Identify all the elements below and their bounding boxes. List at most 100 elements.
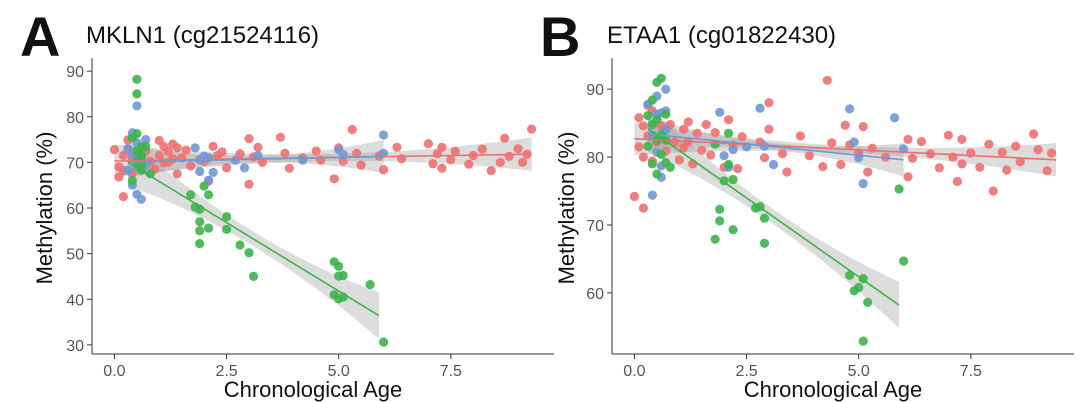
data-point	[136, 150, 146, 161]
data-point	[715, 216, 725, 226]
data-point	[665, 162, 675, 172]
data-point	[204, 190, 214, 200]
y-axis-title: Methylation (%)	[32, 132, 57, 285]
trend-line	[647, 133, 904, 161]
y-tick-label: 70	[586, 218, 604, 235]
data-point	[759, 238, 770, 248]
data-point	[186, 190, 196, 200]
data-point	[464, 159, 474, 169]
data-point	[836, 159, 846, 170]
data-point	[235, 149, 245, 159]
data-point	[513, 144, 523, 154]
data-point	[257, 157, 267, 167]
y-tick-label: 80	[586, 150, 604, 167]
data-point	[145, 169, 155, 179]
data-point	[656, 149, 666, 159]
data-point	[719, 151, 729, 161]
data-point	[858, 121, 868, 132]
data-point	[755, 103, 765, 113]
data-point	[379, 130, 389, 140]
data-point	[284, 163, 294, 173]
data-point	[446, 155, 456, 165]
data-point	[899, 256, 909, 266]
data-point	[634, 113, 644, 123]
data-point	[1033, 145, 1043, 155]
data-point	[1047, 148, 1057, 158]
data-point	[957, 159, 967, 169]
y-tick-label: 60	[586, 286, 604, 303]
trend-line	[127, 161, 380, 317]
data-point	[737, 132, 747, 142]
x-axis-title: Chronological Age	[744, 377, 923, 402]
data-point	[759, 213, 770, 223]
data-point	[338, 156, 348, 166]
data-point	[172, 169, 182, 179]
data-point	[652, 115, 662, 125]
data-point	[715, 107, 725, 117]
data-point	[244, 248, 254, 258]
data-point	[352, 148, 362, 158]
data-point	[504, 151, 514, 161]
data-point	[638, 152, 649, 162]
data-point	[692, 128, 702, 138]
data-point	[109, 145, 119, 155]
data-point	[818, 162, 828, 172]
data-point	[661, 84, 671, 94]
data-point	[437, 142, 447, 152]
y-axis-title: Methylation (%)	[554, 132, 579, 285]
data-point	[172, 143, 182, 153]
data-point	[154, 150, 164, 161]
data-point	[195, 217, 205, 227]
data-point	[768, 159, 779, 170]
x-tick-label: 0.0	[103, 363, 125, 380]
x-axis-title: Chronological Age	[224, 377, 403, 402]
data-point	[1042, 166, 1052, 176]
data-point	[827, 138, 837, 148]
data-point	[338, 270, 348, 281]
data-point	[764, 98, 774, 108]
data-point	[890, 113, 900, 123]
data-point	[804, 151, 815, 161]
data-point	[518, 157, 528, 167]
data-point	[136, 194, 146, 204]
data-point	[795, 131, 806, 141]
data-point	[728, 174, 738, 185]
data-point	[235, 240, 245, 250]
data-point	[647, 159, 658, 169]
data-point	[527, 124, 537, 134]
data-point	[643, 111, 653, 121]
data-point	[997, 147, 1007, 157]
data-point	[782, 167, 792, 177]
data-point	[123, 165, 133, 175]
data-point	[957, 134, 967, 144]
data-point	[248, 271, 259, 281]
data-point	[661, 109, 671, 119]
data-point	[298, 155, 308, 165]
x-tick-label: 0.0	[623, 363, 645, 380]
data-point	[379, 337, 389, 347]
data-point	[764, 124, 774, 134]
data-point	[903, 134, 913, 144]
data-point	[728, 145, 738, 155]
data-point	[195, 226, 205, 236]
data-point	[253, 142, 263, 152]
data-point	[141, 135, 151, 145]
data-point	[656, 73, 666, 83]
data-point	[988, 186, 998, 196]
panel-a: A MKLN1 (cg21524116) 30 40 50 60 70 80 90 0.0 2.5 5…	[20, 5, 554, 402]
data-point	[894, 184, 904, 194]
data-point	[840, 120, 850, 130]
data-point	[500, 133, 510, 143]
data-point	[486, 166, 496, 176]
data-point	[195, 239, 205, 249]
data-point	[208, 167, 218, 177]
x-tick-label: 2.5	[215, 363, 237, 380]
data-point	[674, 155, 684, 165]
data-point	[181, 145, 191, 155]
data-point	[643, 141, 653, 151]
data-point	[239, 163, 250, 173]
panel-title: MKLN1 (cg21524116)	[86, 22, 319, 49]
trend-line	[647, 127, 900, 306]
data-point	[1011, 141, 1021, 151]
data-point	[724, 128, 734, 138]
